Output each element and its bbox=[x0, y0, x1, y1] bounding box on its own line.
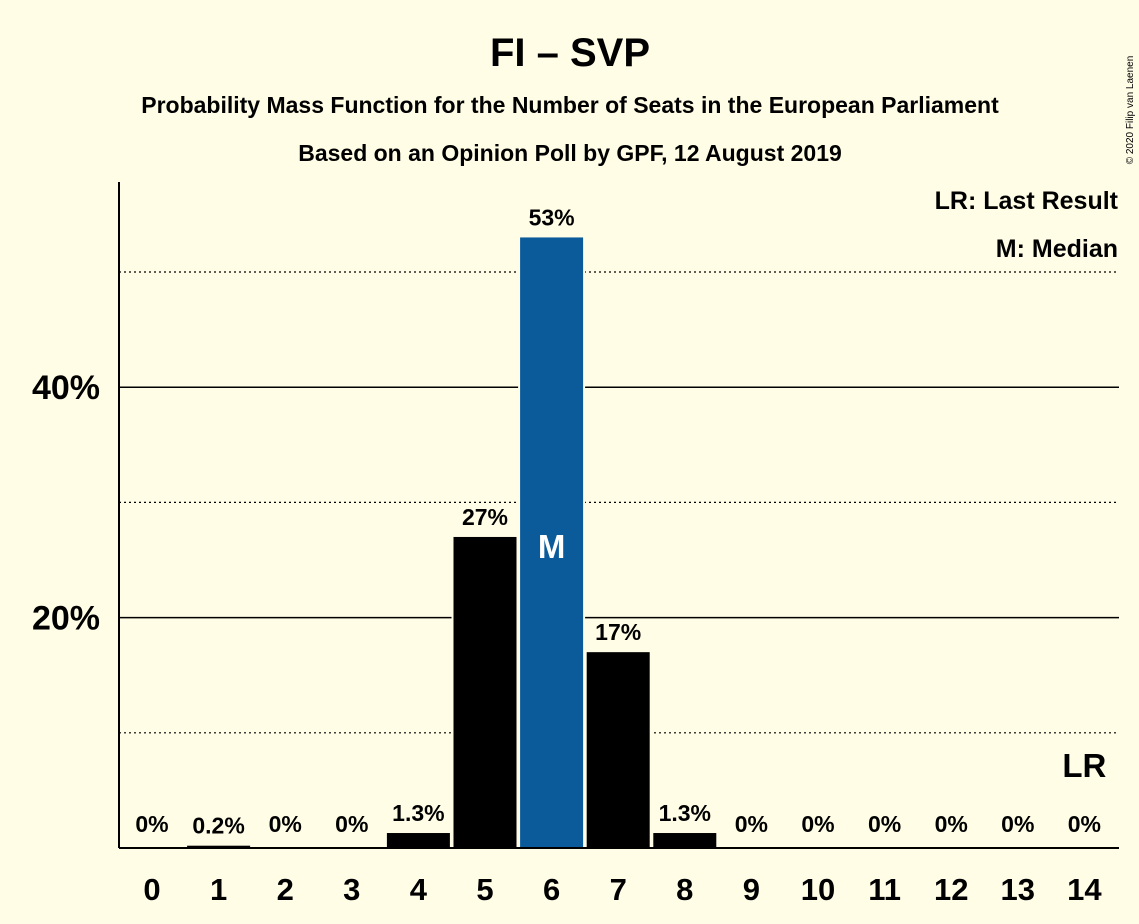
data-label-seats-8: 1.3% bbox=[659, 800, 711, 826]
x-tick-label: 2 bbox=[277, 872, 294, 907]
x-tick-label: 5 bbox=[476, 872, 493, 907]
bar-seats-1 bbox=[187, 845, 251, 848]
median-marker: M bbox=[538, 528, 566, 565]
data-label-seats-14: 0% bbox=[1068, 811, 1101, 837]
data-label-seats-2: 0% bbox=[269, 811, 302, 837]
x-tick-label: 6 bbox=[543, 872, 560, 907]
x-tick-label: 7 bbox=[610, 872, 627, 907]
x-tick-label: 12 bbox=[934, 872, 968, 907]
y-tick-label: 40% bbox=[32, 369, 100, 407]
data-label-seats-12: 0% bbox=[935, 811, 968, 837]
x-tick-label: 11 bbox=[868, 872, 901, 907]
data-label-seats-1: 0.2% bbox=[192, 813, 244, 839]
data-label-seats-10: 0% bbox=[801, 811, 834, 837]
chart-subtitle: Probability Mass Function for the Number… bbox=[141, 92, 999, 118]
x-tick-label: 0 bbox=[143, 872, 160, 907]
bar-seats-8 bbox=[653, 833, 717, 848]
bar-seats-4 bbox=[386, 833, 450, 848]
legend-last-result: LR: Last Result bbox=[935, 187, 1119, 215]
legend-median: M: Median bbox=[996, 235, 1118, 263]
copyright-notice: © 2020 Filip van Laenen bbox=[1125, 56, 1136, 165]
data-label-seats-0: 0% bbox=[135, 811, 168, 837]
x-tick-label: 8 bbox=[676, 872, 693, 907]
y-tick-label: 20% bbox=[32, 600, 100, 638]
bar-seats-5 bbox=[453, 536, 517, 848]
last-result-marker: LR bbox=[1062, 747, 1106, 784]
data-label-seats-11: 0% bbox=[868, 811, 901, 837]
data-label-seats-9: 0% bbox=[735, 811, 768, 837]
x-tick-label: 1 bbox=[210, 872, 227, 907]
data-label-seats-13: 0% bbox=[1001, 811, 1034, 837]
bar-seats-7 bbox=[586, 652, 650, 848]
x-tick-label: 13 bbox=[1001, 872, 1035, 907]
chart-title: FI – SVP bbox=[490, 31, 650, 75]
bar-seats-6 bbox=[520, 237, 584, 848]
data-label-seats-4: 1.3% bbox=[392, 800, 444, 826]
bars bbox=[185, 235, 719, 848]
x-tick-label: 4 bbox=[410, 872, 428, 907]
data-labels: 0% 0.2% 0% 0% 1.3% 27% 53% M 17% 1.3% 0% 0% 0% 0% 0% 0%… bbox=[135, 204, 1106, 838]
data-label-seats-6: 53% bbox=[529, 204, 575, 230]
data-label-seats-5: 27% bbox=[462, 504, 508, 530]
data-label-seats-7: 17% bbox=[595, 619, 641, 645]
x-axis-ticks: 0 1 2 3 4 5 6 7 8 9 10 11 12 13 14 bbox=[143, 872, 1102, 907]
y-axis-ticks: 20% 40% bbox=[32, 369, 100, 637]
data-label-seats-3: 0% bbox=[335, 811, 368, 837]
chart-subtitle-2: Based on an Opinion Poll by GPF, 12 Augu… bbox=[298, 140, 842, 166]
x-tick-label: 9 bbox=[743, 872, 760, 907]
x-tick-label: 10 bbox=[801, 872, 835, 907]
x-tick-label: 3 bbox=[343, 872, 360, 907]
x-tick-label: 14 bbox=[1067, 872, 1102, 907]
